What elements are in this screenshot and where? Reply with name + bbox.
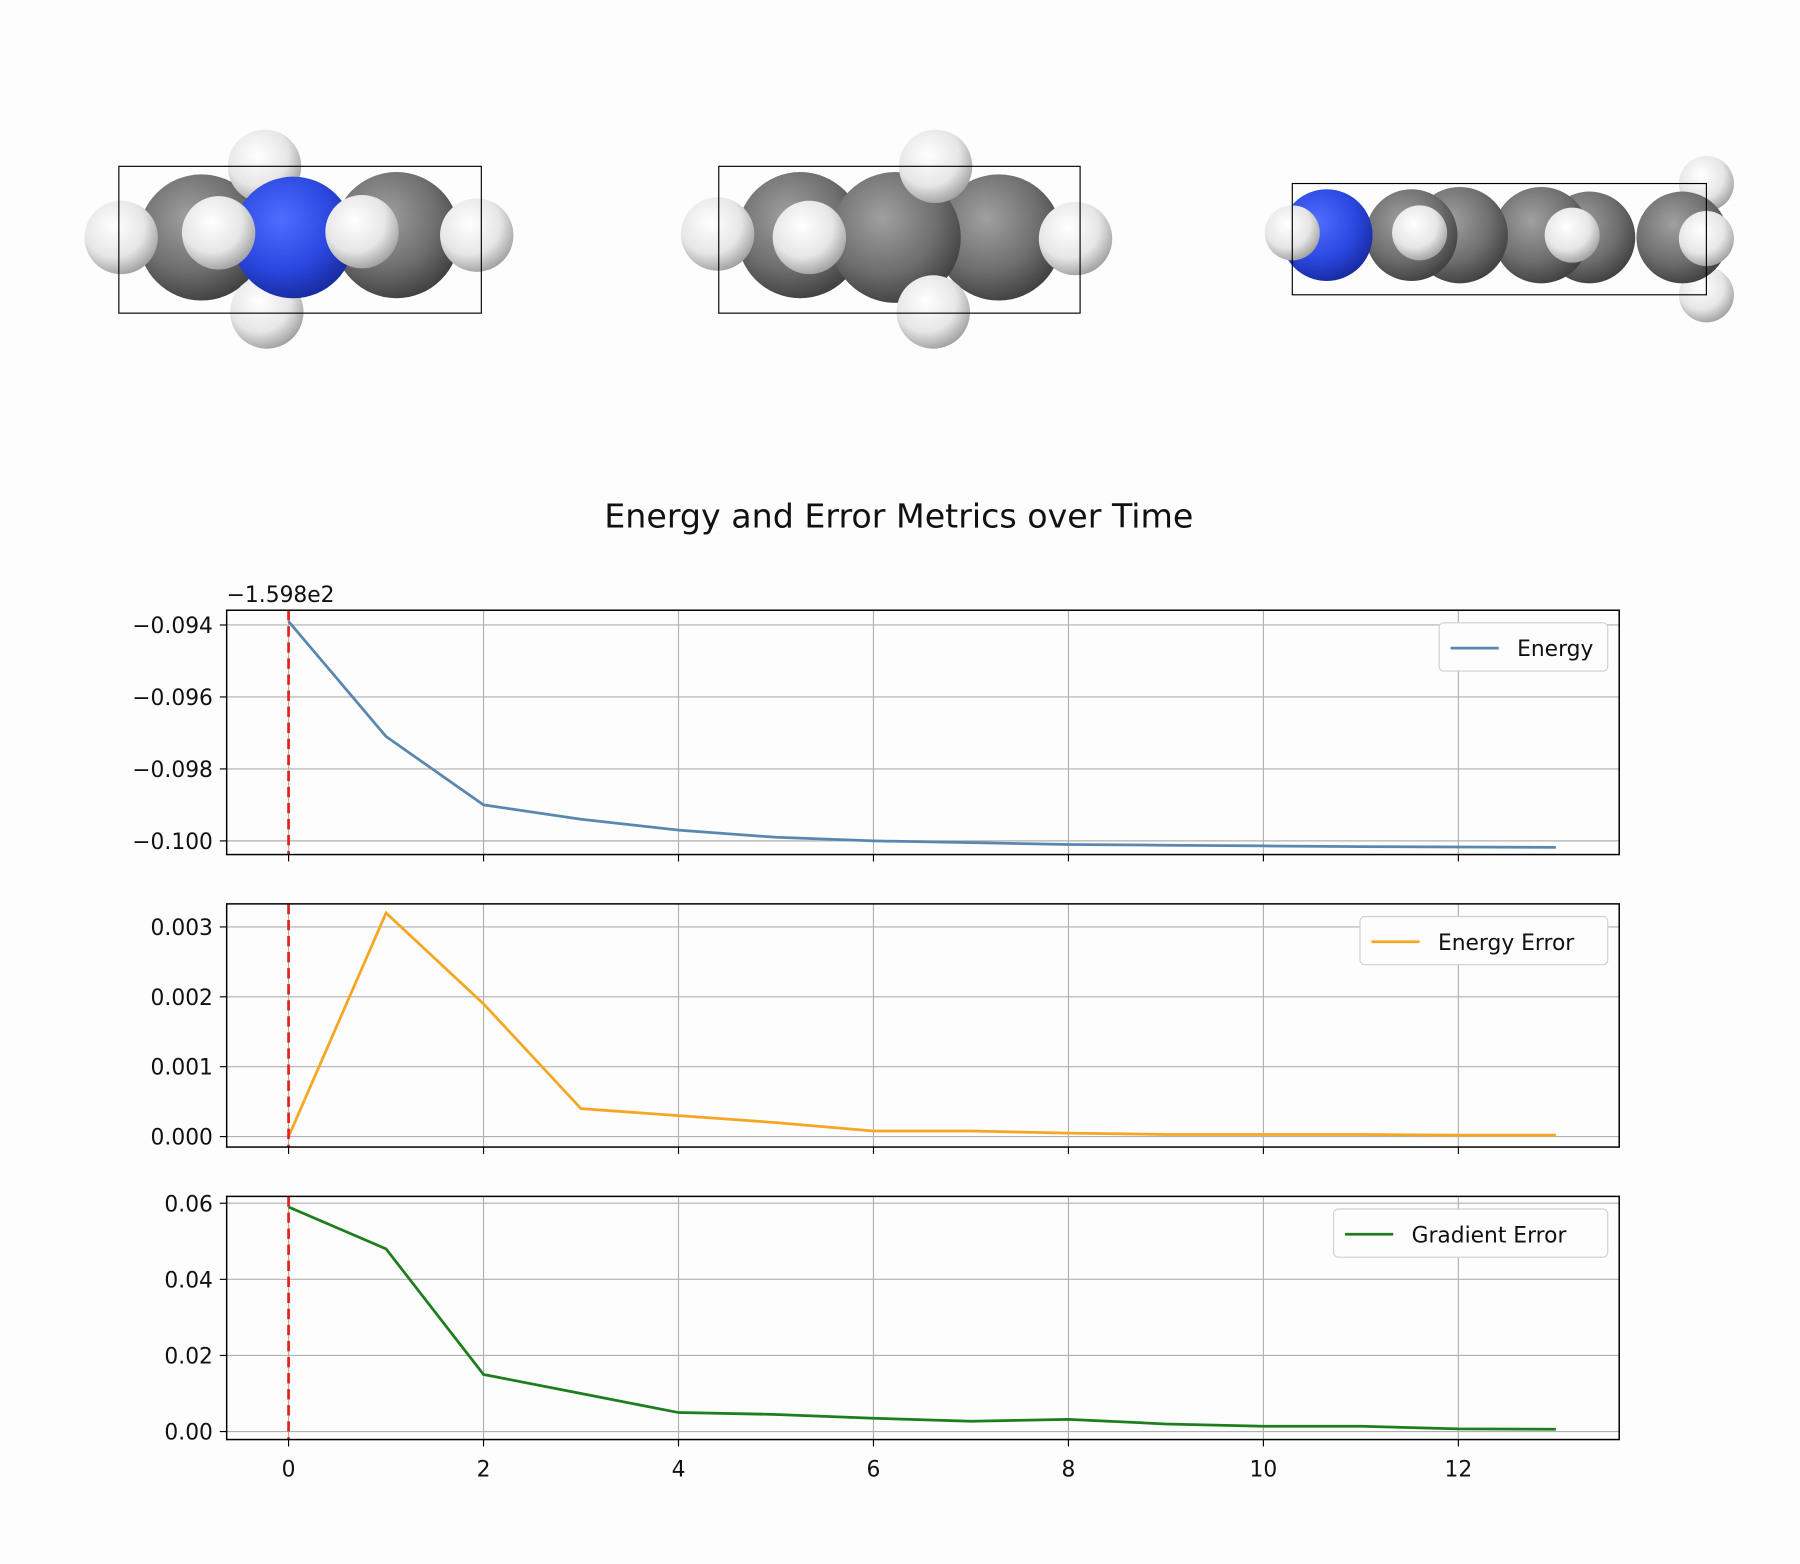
plot-area xyxy=(226,610,1620,855)
y-tick-label: −0.098 xyxy=(132,758,213,783)
x-tick-label: 6 xyxy=(867,1457,881,1482)
y-tick-label: 0.06 xyxy=(164,1192,213,1217)
molecule-view xyxy=(84,129,514,349)
legend-box xyxy=(1359,915,1609,966)
x-tick-label: 12 xyxy=(1445,1457,1473,1482)
x-tick-label: 8 xyxy=(1062,1457,1076,1482)
y-tick-label: 0.04 xyxy=(164,1268,213,1293)
y-tick-label: 0.002 xyxy=(151,986,213,1011)
molecule-view xyxy=(680,129,1113,349)
plot-frame xyxy=(225,1195,1620,1441)
y-tick-label: −0.094 xyxy=(132,614,213,639)
legend: Energy xyxy=(1438,622,1609,672)
legend: Gradient Error xyxy=(1333,1208,1609,1258)
y-tick-label: 0.02 xyxy=(164,1344,213,1369)
line-series xyxy=(288,1205,1556,1431)
legend-box xyxy=(1333,1208,1609,1258)
y-tick-label: 0.003 xyxy=(151,916,213,941)
figure-title: Energy and Error Metrics over Time xyxy=(604,497,1193,536)
y-tick-label: 0.00 xyxy=(164,1421,213,1446)
y-tick-label: −0.100 xyxy=(132,830,213,855)
line-series xyxy=(287,910,1556,1138)
legend-box xyxy=(1438,622,1609,672)
legend-label: Gradient Error xyxy=(1412,1223,1567,1248)
plot-frame xyxy=(225,903,1620,1148)
x-tick-label: 4 xyxy=(672,1457,686,1482)
x-tick-label: 0 xyxy=(282,1457,296,1482)
y-offset-label: −1.598e2 xyxy=(227,583,335,608)
y-tick-label: 0.000 xyxy=(151,1126,213,1151)
y-tick-label: −0.096 xyxy=(132,686,213,711)
legend-label: Energy Error xyxy=(1438,931,1574,956)
legend: Energy Error xyxy=(1359,915,1609,966)
molecule-view xyxy=(1264,156,1734,323)
x-tick-label: 2 xyxy=(477,1457,491,1482)
legend-label: Energy xyxy=(1517,637,1593,662)
x-tick-label: 10 xyxy=(1250,1457,1278,1482)
line-series xyxy=(287,620,1556,849)
plot-frame xyxy=(225,609,1620,856)
y-tick-label: 0.001 xyxy=(151,1056,213,1081)
